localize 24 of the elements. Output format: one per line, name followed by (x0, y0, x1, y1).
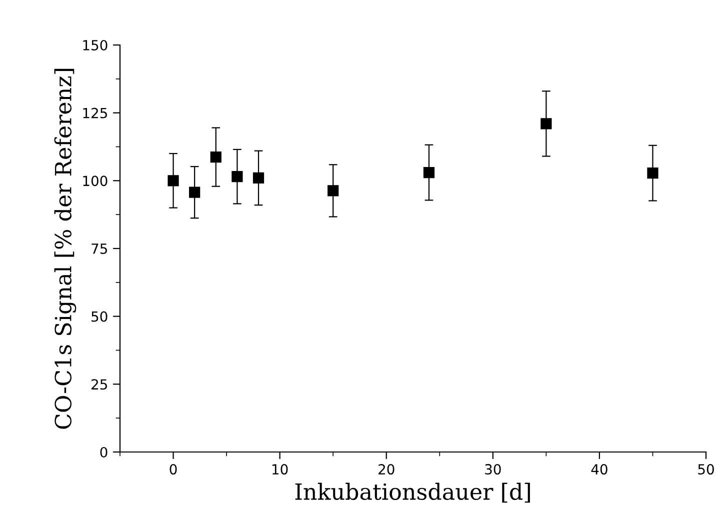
y-tick-label: 50 (92, 311, 108, 322)
y-axis-title: CO-C1s Signal [% der Referenz] (54, 68, 76, 429)
x-axis-title: Inkubationsdauer [d] (295, 482, 530, 503)
x-tick-label: 50 (698, 464, 714, 475)
y-tick-label: 125 (83, 108, 107, 118)
y-tick-label: 0 (100, 446, 108, 458)
y-tick-label: 100 (83, 176, 108, 186)
y-tick-label: 75 (92, 244, 107, 254)
x-tick-label: 40 (591, 464, 608, 475)
point (647, 168, 658, 179)
point (328, 185, 339, 196)
x-tick-label: 10 (272, 464, 288, 475)
y-tick-label: 150 (83, 40, 108, 50)
point (423, 166, 435, 178)
point (540, 118, 552, 130)
x-tick-label: 0 (170, 464, 177, 475)
point (189, 186, 200, 198)
y-tick-label: 25 (92, 379, 107, 390)
point (232, 171, 243, 182)
point (210, 152, 222, 163)
x-tick-label: 20 (378, 464, 394, 475)
x-tick-label: 30 (485, 464, 501, 475)
point (252, 172, 264, 184)
point (168, 175, 179, 186)
